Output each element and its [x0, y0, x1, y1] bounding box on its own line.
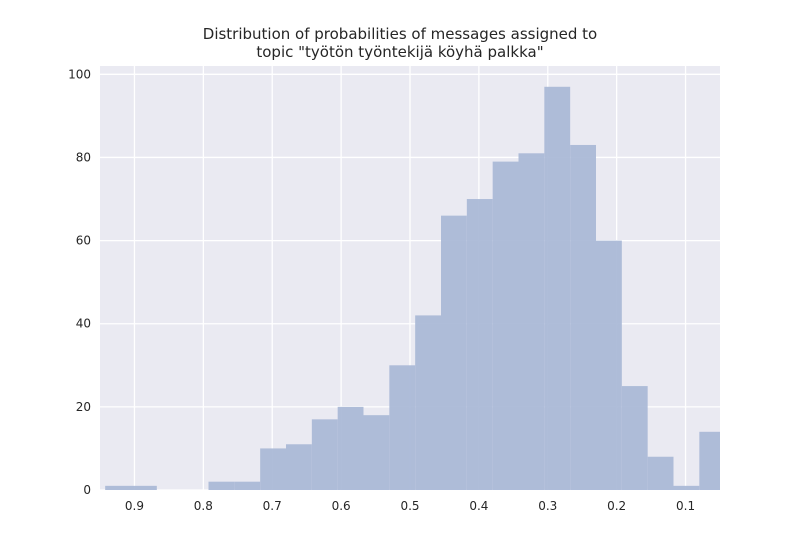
x-tick-label: 0.3 — [538, 499, 557, 513]
histogram-bars — [105, 86, 720, 491]
histogram-bar — [596, 240, 622, 490]
histogram-bar — [621, 386, 648, 490]
histogram-bar — [466, 199, 493, 491]
y-tick-label: 0 — [83, 483, 91, 497]
histogram-bar — [208, 481, 235, 490]
histogram-bar — [647, 456, 674, 490]
histogram-bar — [311, 419, 338, 490]
histogram-bar — [492, 161, 519, 490]
x-axis-ticks: 0.9 0.8 0.7 0.6 0.5 0.4 0.3 0.2 0.1 — [125, 499, 695, 513]
x-tick-label: 0.4 — [469, 499, 488, 513]
x-tick-label: 0.2 — [607, 499, 626, 513]
histogram-bar — [286, 444, 312, 490]
y-axis-ticks: 0 20 40 60 80 100 — [68, 67, 91, 497]
histogram-bar — [570, 144, 596, 490]
y-tick-label: 60 — [76, 234, 91, 248]
histogram-bar — [415, 315, 441, 490]
x-tick-label: 0.5 — [400, 499, 419, 513]
histogram-bar — [544, 86, 571, 491]
x-tick-label: 0.7 — [263, 499, 282, 513]
histogram-bar — [363, 415, 390, 490]
histogram-bar — [699, 431, 720, 490]
x-tick-label: 0.6 — [332, 499, 351, 513]
histogram-bar — [518, 153, 545, 490]
y-tick-label: 100 — [68, 67, 91, 81]
x-tick-label: 0.1 — [676, 499, 695, 513]
chart-title-line-2: topic "työtön työntekijä köyhä palkka" — [256, 43, 544, 61]
histogram-bar — [673, 485, 700, 490]
y-tick-label: 80 — [76, 150, 91, 164]
histogram-bar — [131, 485, 157, 490]
histogram-bar — [234, 481, 261, 490]
y-tick-label: 40 — [76, 317, 91, 331]
histogram-bar — [441, 215, 467, 490]
histogram-bar — [260, 448, 286, 490]
chart-title-line-1: Distribution of probabilities of message… — [202, 25, 598, 43]
y-tick-label: 20 — [76, 400, 91, 414]
x-tick-label: 0.9 — [125, 499, 144, 513]
histogram-bar — [105, 485, 131, 490]
histogram-bar — [389, 365, 416, 490]
histogram-bar — [337, 406, 364, 490]
x-tick-label: 0.8 — [194, 499, 213, 513]
